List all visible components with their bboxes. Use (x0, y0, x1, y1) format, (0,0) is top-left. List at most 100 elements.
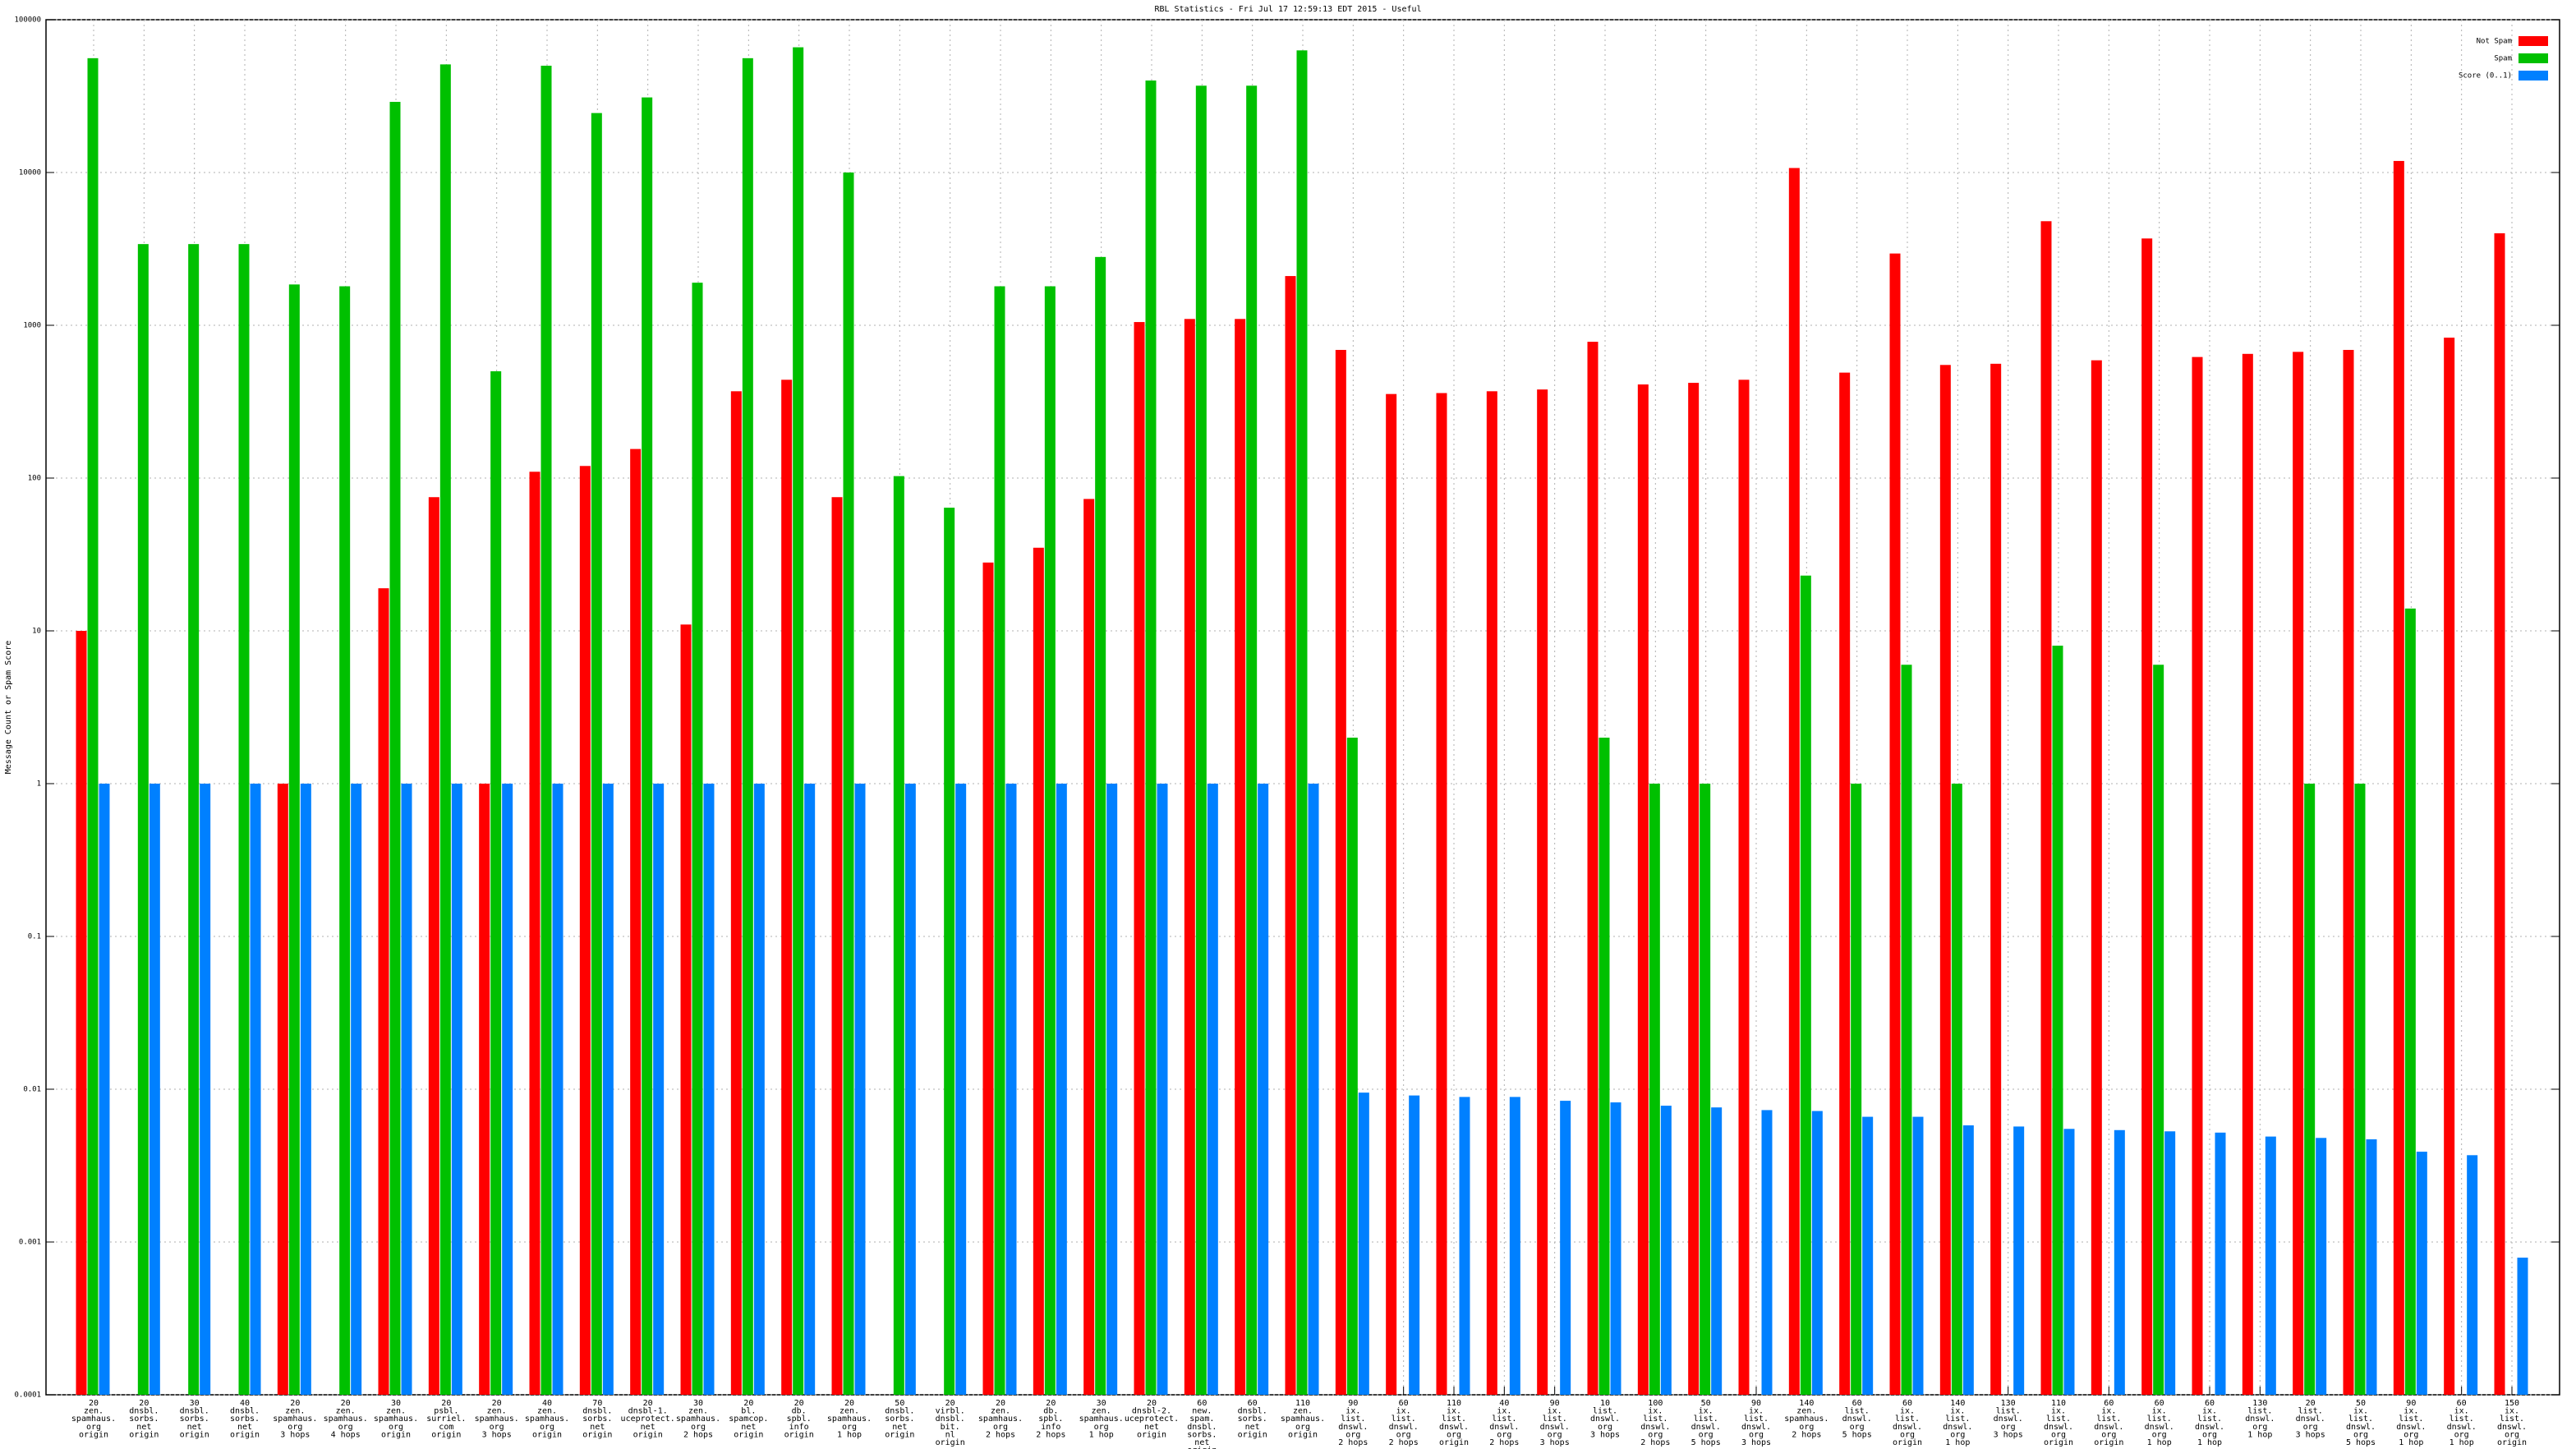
x-tick-label-line: bl. (741, 1407, 756, 1416)
bar (831, 497, 843, 1396)
x-tick-label-line: list. (1694, 1414, 1718, 1424)
bar (288, 284, 300, 1396)
x-tick-label-line: dnswl. (1943, 1423, 1972, 1432)
chart-title: RBL Statistics - Fri Jul 17 12:59:13 EDT… (1154, 5, 1421, 14)
x-tick-label-line: origin (1187, 1447, 1217, 1449)
x-tick-label-line: 5 hops (1842, 1430, 1872, 1439)
x-tick-label-line: 3 hops (2296, 1430, 2325, 1439)
legend-label: Spam (2494, 55, 2512, 63)
x-tick-label-line: list. (2348, 1414, 2373, 1424)
x-tick-label-line: 60 (2457, 1399, 2467, 1408)
x-tick-label-line: 110 (1295, 1399, 1310, 1408)
x-tick-label-line: list. (1643, 1414, 1668, 1424)
x-tick-label-line: uceprotect. (1125, 1414, 1179, 1424)
bar (1889, 253, 1901, 1396)
bar (87, 58, 99, 1395)
x-tick-label-line: origin (734, 1430, 763, 1439)
bar (1990, 363, 2002, 1395)
bar (982, 562, 994, 1395)
x-tick-label: 20 dnsbl-2. uceprotect. net origin (1125, 1399, 1179, 1439)
x-tick-label-line: sorbs. (582, 1414, 612, 1424)
x-tick-label-line: zen. (1796, 1407, 1816, 1416)
bar (753, 784, 765, 1395)
x-tick-label-line: dnswl. (2094, 1423, 2123, 1432)
x-tick-label-line: org (2252, 1423, 2267, 1432)
x-tick-label-line: net (237, 1423, 252, 1432)
x-tick-label-line: dnswl. (1842, 1414, 1872, 1424)
x-tick-label-line: origin (532, 1430, 562, 1439)
x-tick-label-line: org (338, 1423, 353, 1432)
x-tick-label-line: 1 hop (1089, 1430, 1114, 1439)
x-tick-label-line: 10 (1600, 1399, 1610, 1408)
x-tick-label-line: uceprotect. (621, 1414, 675, 1424)
bar (339, 286, 351, 1396)
x-tick-label-line: spamhaus. (827, 1414, 872, 1424)
bar (188, 244, 200, 1396)
bar (843, 172, 854, 1395)
bar (1157, 784, 1168, 1395)
x-tick-label-line: dnswl. (1691, 1423, 1721, 1432)
x-tick-label-line: net (1144, 1423, 1159, 1432)
x-tick-label-line: dnsbl. (1187, 1423, 1217, 1432)
x-tick-label-line: 50 (1701, 1399, 1711, 1408)
bar (1912, 1116, 1924, 1395)
x-tick-label-line: 1 hop (2450, 1438, 2474, 1447)
bar (1459, 1097, 1470, 1395)
x-tick-label-line: org (2051, 1430, 2066, 1439)
bar (2114, 1129, 2125, 1395)
bar (793, 47, 804, 1396)
x-tick-label-line: org (1497, 1430, 1511, 1439)
x-tick-label: 20 psbl. surriel. com origin (426, 1399, 466, 1439)
x-tick-label-line: org (691, 1423, 706, 1432)
bar (1738, 380, 1750, 1395)
bar (238, 244, 250, 1396)
bar (1184, 319, 1195, 1395)
x-tick-label-line: 1 hop (2147, 1438, 2172, 1447)
x-tick-label-line: 90 (1751, 1399, 1761, 1408)
x-tick-label-line: surriel. (426, 1414, 466, 1424)
x-tick-label-line: zen. (688, 1407, 708, 1416)
y-axis-label: Message Count or Spam Score (4, 641, 13, 775)
bar (1083, 499, 1095, 1396)
bar (1033, 547, 1044, 1395)
x-tick-label-line: 20 (743, 1399, 753, 1408)
x-tick-label-line: dnswl. (2447, 1423, 2477, 1432)
x-tick-label-line: 30 (391, 1399, 401, 1408)
x-tick-label-line: ix. (2404, 1407, 2418, 1416)
x-tick-label-line: spamhaus. (374, 1414, 418, 1424)
x-tick-label-line: ix. (1900, 1407, 1915, 1416)
x-tick-label-line: dnswl. (1389, 1423, 1419, 1432)
bar (2517, 1258, 2528, 1395)
bar (955, 784, 967, 1395)
x-tick-label-line: dnswl. (2195, 1423, 2224, 1432)
bar (2316, 1138, 2327, 1395)
x-tick-label-line: 3 hops (482, 1430, 512, 1439)
x-tick-label-line: 20 (643, 1399, 653, 1408)
bar (680, 624, 692, 1395)
bar (703, 784, 715, 1395)
x-tick-label-line: list. (2500, 1414, 2524, 1424)
x-tick-label-line: org (2404, 1430, 2418, 1439)
x-tick-label-line: 60 (1399, 1399, 1409, 1408)
x-tick-label-line: spamhaus. (978, 1414, 1023, 1424)
x-tick-label-line: sorbs. (129, 1414, 159, 1424)
x-tick-label-line: 1 hop (2399, 1438, 2423, 1447)
x-tick-label-line: ix. (1346, 1407, 1360, 1416)
x-tick-label-line: dnswl. (1741, 1423, 1771, 1432)
x-tick-label-line: origin (1893, 1438, 1922, 1447)
x-tick-label-line: 110 (1447, 1399, 1461, 1408)
x-tick-label: 30 dnsbl. sorbs. net origin (180, 1399, 209, 1439)
x-tick-label-line: org (1900, 1430, 1915, 1439)
x-tick-label-line: spamhaus. (71, 1414, 116, 1424)
x-tick-label: 70 dnsbl. sorbs. net origin (582, 1399, 612, 1439)
x-tick-label-line: origin (2094, 1438, 2123, 1447)
bar (389, 101, 401, 1395)
bar (2304, 784, 2316, 1395)
x-tick-label-line: 3 hops (1590, 1430, 1620, 1439)
y-tick-label: 1 (37, 780, 41, 789)
bar (1951, 784, 1962, 1395)
x-tick-label-line: 3 hops (1994, 1430, 2023, 1439)
y-tick-label: 100000 (14, 16, 41, 25)
